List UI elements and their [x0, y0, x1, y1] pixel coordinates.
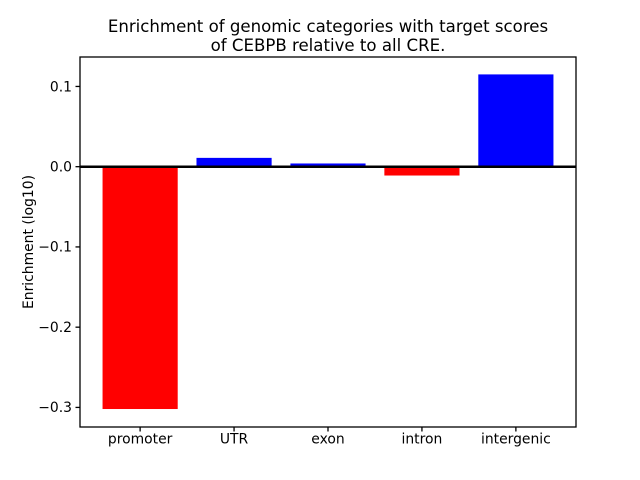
y-tick-label: 0.0 — [50, 159, 72, 175]
y-tick-label: −0.2 — [38, 320, 72, 336]
plot-area: 0.1 0.0 −0.1 −0.2 −0.3 promoter UTR exon intron i… — [38, 56, 577, 448]
y-tick-label: 0.1 — [50, 79, 72, 95]
x-tick-label: exon — [311, 432, 344, 448]
bar-intron — [384, 166, 460, 176]
bar-exon — [290, 163, 366, 167]
x-tick-label: intergenic — [481, 432, 551, 448]
y-tick-label: −0.1 — [38, 240, 72, 256]
bar-intergenic — [478, 74, 554, 167]
x-tick-label: intron — [402, 432, 443, 448]
chart-title-line2: of CEBPB relative to all CRE. — [211, 36, 446, 55]
bar-promoter — [102, 166, 178, 410]
chart-title-line1: Enrichment of genomic categories with ta… — [108, 17, 548, 36]
y-tick-label: −0.3 — [38, 400, 72, 416]
bar-UTR — [196, 157, 272, 167]
y-axis-label: Enrichment (log10) — [21, 175, 37, 309]
x-tick-label: UTR — [220, 432, 249, 448]
x-tick-label: promoter — [108, 432, 173, 448]
